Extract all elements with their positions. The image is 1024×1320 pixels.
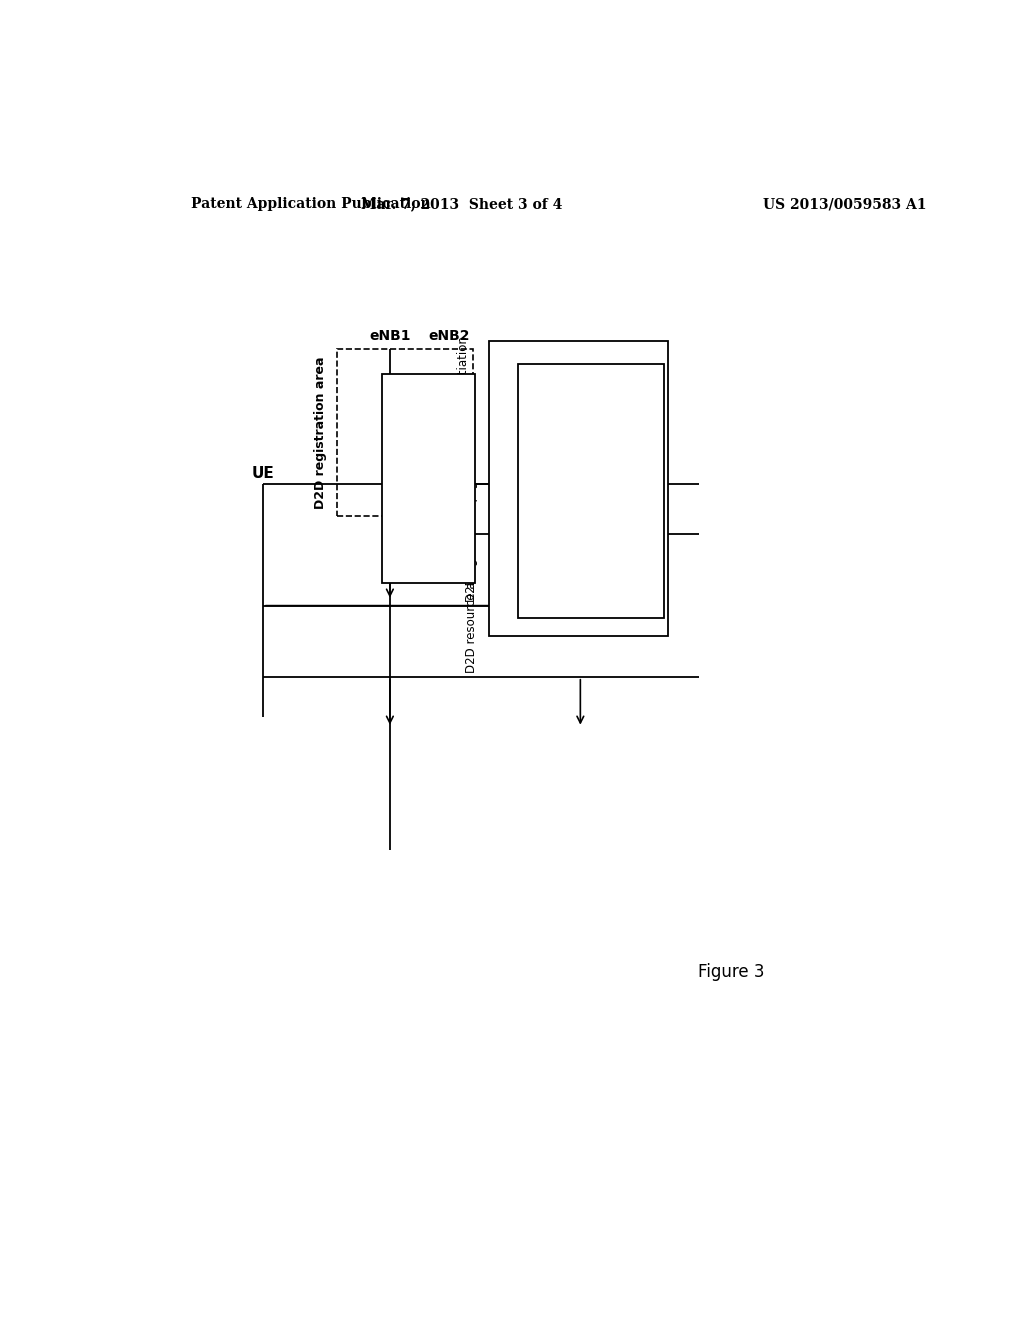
Text: resource
determination/
coordination/
update/ reconfig.: resource determination/ coordination/ up… xyxy=(543,466,639,516)
Polygon shape xyxy=(382,374,475,583)
Text: D2D resource assignment: D2D resource assignment xyxy=(465,520,478,673)
Text: MME: MME xyxy=(560,466,601,480)
Text: Mar. 7, 2013  Sheet 3 of 4: Mar. 7, 2013 Sheet 3 of 4 xyxy=(360,197,562,211)
Text: eNB1: eNB1 xyxy=(369,330,411,343)
Text: common resource (re-)negotiation: common resource (re-)negotiation xyxy=(458,337,470,540)
Text: US 2013/0059583 A1: US 2013/0059583 A1 xyxy=(763,197,927,211)
Text: eNB2: eNB2 xyxy=(429,330,470,343)
Text: D2D resource request: D2D resource request xyxy=(465,473,478,602)
Text: Patent Application Publication: Patent Application Publication xyxy=(191,197,431,211)
Polygon shape xyxy=(489,342,668,636)
Polygon shape xyxy=(518,364,664,618)
Text: D2D registration: D2D registration xyxy=(465,432,478,531)
Text: Figure 3: Figure 3 xyxy=(698,962,764,981)
Text: UE: UE xyxy=(252,466,274,480)
Text: common resource
allocation control: common resource allocation control xyxy=(525,359,632,391)
Text: common
resource
configuration: common resource configuration xyxy=(389,454,468,503)
Text: D2D registration area: D2D registration area xyxy=(314,356,328,510)
